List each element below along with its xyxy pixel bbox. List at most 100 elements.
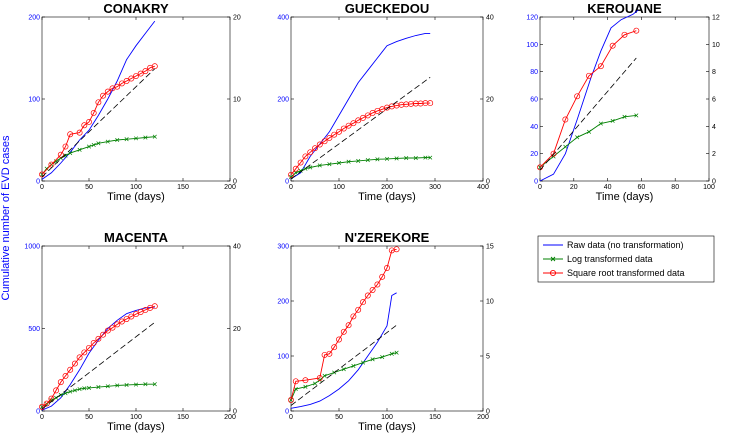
- series-log-point: [298, 168, 303, 173]
- series-sqrt-point: [336, 336, 342, 343]
- series-sqrt-point: [336, 128, 342, 135]
- chart-title: GUECKEDOU: [345, 1, 430, 16]
- series-log-point: [384, 156, 390, 161]
- series-sqrt-point: [408, 100, 414, 107]
- series-sqrt-point: [302, 377, 309, 384]
- series-sqrt-point: [331, 344, 338, 351]
- x-tick-label: 100: [703, 184, 715, 191]
- series-sqrt-point: [369, 287, 376, 293]
- series-log-point: [360, 360, 366, 365]
- series-sqrt-point: [326, 134, 333, 141]
- y-left-tick-label: 100: [277, 354, 289, 361]
- plot-area: [290, 16, 484, 182]
- series-fit-line: [41, 68, 156, 178]
- series-sqrt-point: [350, 120, 357, 127]
- x-tick-label: 50: [335, 414, 343, 421]
- series-sqrt-point: [316, 141, 323, 148]
- series-log-point: [404, 155, 409, 161]
- series-sqrt-point: [67, 131, 74, 138]
- y-right-tick-label: 10: [486, 299, 494, 306]
- x-tick-label: 60: [638, 184, 646, 191]
- x-axis-label: Time (days): [596, 191, 654, 203]
- y-left-tick-label: 100: [28, 97, 40, 104]
- series-log-point: [317, 378, 322, 383]
- y-right-tick-label: 0: [712, 179, 716, 186]
- series-log-point: [143, 135, 148, 140]
- series-sqrt-point: [86, 344, 92, 351]
- plot-area: [290, 245, 484, 412]
- series-sqrt-point: [81, 122, 88, 129]
- series-log-point: [293, 386, 298, 392]
- y-left-tick-label: 100: [526, 42, 538, 49]
- series-sqrt-point: [550, 150, 557, 157]
- y-left-tick-label: 40: [530, 124, 538, 131]
- y-left-tick-label: 0: [36, 409, 40, 416]
- series-log-point: [44, 166, 49, 171]
- series-sqrt-point: [398, 101, 405, 108]
- series-sqrt-point: [350, 313, 357, 320]
- chart-title: CONAKRY: [103, 1, 169, 16]
- x-tick-label: 200: [224, 184, 236, 191]
- series-log-point: [634, 113, 639, 118]
- y-left-tick-label: 80: [530, 69, 538, 76]
- legend-item-raw: Raw data (no transformation): [543, 240, 684, 250]
- series-sqrt-point: [48, 161, 55, 168]
- legend-item-sqrt: Square root transformed data: [543, 268, 685, 278]
- series-log-point: [370, 357, 375, 362]
- x-tick-label: 200: [224, 414, 236, 421]
- y-right-tick-label: 0: [486, 409, 490, 416]
- series-fit-line: [539, 57, 637, 171]
- series-sqrt-point: [76, 354, 83, 361]
- series-sqrt-point: [100, 92, 107, 99]
- series-sqrt-point: [57, 151, 64, 158]
- series-sqrt-point: [562, 116, 569, 123]
- series-sqrt-point: [53, 387, 60, 394]
- series-sqrt-point: [427, 100, 434, 107]
- x-tick-label: 300: [429, 184, 441, 191]
- series-sqrt-point: [403, 101, 410, 108]
- series-sqrt-point: [355, 117, 362, 124]
- series-raw-line: [41, 306, 155, 411]
- y-right-tick-label: 0: [233, 179, 237, 186]
- x-tick-label: 150: [177, 184, 189, 191]
- series-log-point: [152, 134, 157, 139]
- series-raw-line: [290, 292, 397, 409]
- series-log-point: [389, 351, 394, 356]
- series-sqrt-point: [104, 327, 111, 334]
- series-sqrt-point: [100, 331, 107, 338]
- series-log-point: [365, 158, 370, 163]
- series-log-point: [96, 385, 101, 390]
- legend-label-sqrt: Square root transformed data: [567, 268, 685, 278]
- series-log-point: [293, 170, 298, 175]
- series-log-point: [91, 142, 96, 147]
- series-log-point: [77, 147, 82, 152]
- x-tick-label: 0: [538, 184, 542, 191]
- y-left-tick-label: 200: [277, 299, 289, 306]
- legend-label-log: Log transformed data: [567, 254, 653, 264]
- x-tick-label: 0: [40, 184, 44, 191]
- series-sqrt-point: [297, 159, 304, 166]
- series-log-point: [86, 144, 92, 149]
- series-log-point: [68, 389, 73, 394]
- series-sqrt-line: [539, 30, 637, 168]
- series-log-point: [77, 387, 82, 392]
- series-log-point: [346, 159, 351, 164]
- y-right-tick-label: 4: [712, 124, 716, 131]
- series-log-point: [124, 382, 129, 388]
- series-log-point: [598, 121, 603, 126]
- series-sqrt-point: [374, 281, 381, 288]
- series-log-point: [312, 381, 318, 386]
- x-tick-label: 40: [604, 184, 612, 191]
- series-log-point: [124, 137, 129, 142]
- series-sqrt-point: [331, 131, 338, 138]
- y-right-tick-label: 6: [712, 97, 716, 104]
- series-sqrt-point: [114, 83, 121, 90]
- series-fit-line: [290, 76, 431, 180]
- series-sqrt-point: [597, 63, 604, 70]
- x-tick-label: 80: [671, 184, 679, 191]
- series-sqrt-point: [292, 165, 299, 172]
- chart-title: N'ZEREKORE: [345, 230, 430, 245]
- y-left-tick-label: 0: [534, 179, 538, 186]
